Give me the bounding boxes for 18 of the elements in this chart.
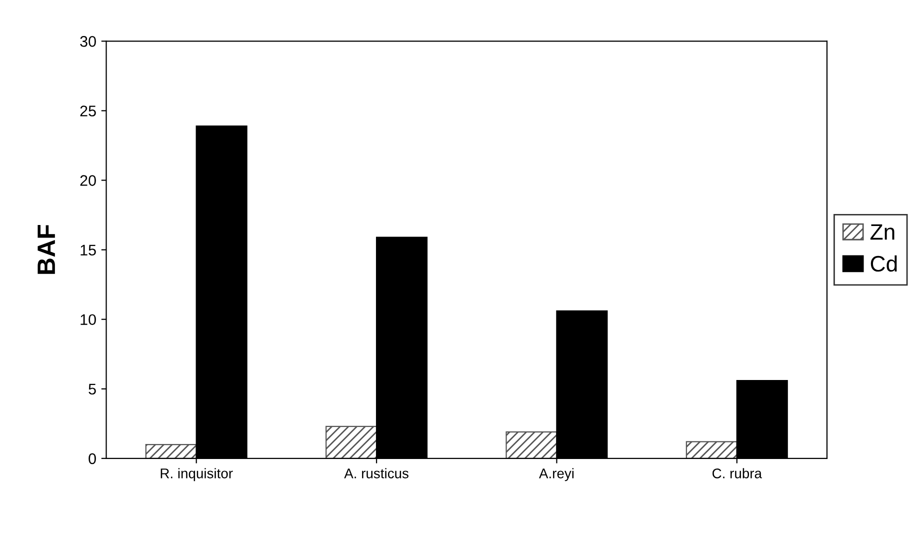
bar (686, 441, 738, 458)
bar (326, 426, 378, 458)
y-tick-label: 5 (88, 384, 96, 395)
y-tick-label: 25 (80, 106, 96, 116)
y-tick-label: 0 (88, 453, 96, 464)
y-axis-title: BAF (38, 225, 55, 274)
y-tick-label: 10 (80, 314, 96, 326)
x-tick-label: A.reyi (538, 468, 574, 482)
x-tick-label: C. rubra (712, 468, 762, 478)
x-tick-label: R. inquisitor (160, 468, 233, 482)
bar (145, 444, 197, 458)
y-tick-label: 20 (80, 175, 96, 186)
y-tick-label: 30 (80, 36, 96, 47)
legend-label: Cd (870, 255, 897, 272)
y-tick-label: 15 (80, 244, 96, 256)
legend-label: Zn (870, 224, 894, 240)
bar (506, 431, 558, 458)
x-tick-label: A. rusticus (344, 468, 408, 478)
